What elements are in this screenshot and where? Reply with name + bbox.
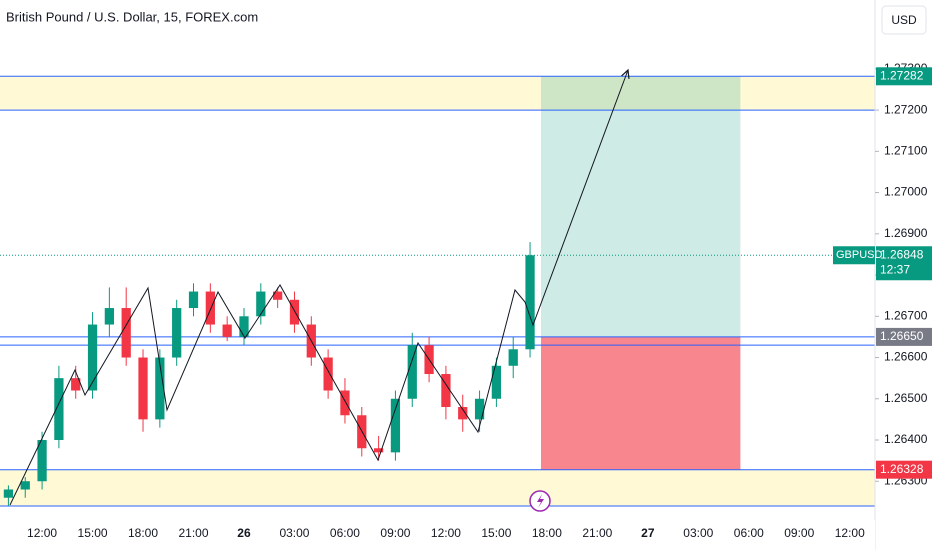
y-tick-label: 1.26500: [884, 391, 928, 405]
symbol-label: GBPUSD: [836, 249, 883, 261]
y-tick-label: 1.26900: [884, 226, 928, 240]
last-price-box: [876, 246, 932, 281]
candle-body: [491, 365, 502, 399]
x-tick-label: 26: [237, 526, 251, 540]
candle-body: [256, 291, 266, 317]
candle-body: [71, 378, 81, 391]
x-tick-label: 12:00: [835, 526, 865, 540]
countdown: 12:37: [880, 262, 910, 276]
target-label: 1.27282: [880, 68, 924, 82]
stop-zone: [540, 336, 741, 470]
x-tick-label: 18:00: [532, 526, 562, 540]
candle-body: [205, 291, 215, 325]
candle-body: [222, 324, 232, 337]
entry-label-box: [876, 327, 932, 346]
x-tick-label: 03:00: [683, 526, 713, 540]
y-tick-label: 1.26600: [884, 350, 928, 364]
x-tick-label: 06:00: [330, 526, 360, 540]
candle-body: [172, 308, 182, 358]
x-tick-label: 15:00: [481, 526, 511, 540]
entry-label: 1.26650: [880, 329, 924, 343]
x-tick-label: 09:00: [784, 526, 814, 540]
candle-body: [104, 308, 115, 325]
candle-body: [525, 255, 535, 350]
zigzag-drawing: [9, 70, 628, 506]
candle-body: [458, 407, 468, 420]
y-tick-label: 1.26700: [884, 308, 928, 322]
candle-body: [155, 357, 165, 420]
candle-body: [273, 291, 283, 300]
x-tick-label: 12:00: [27, 526, 57, 540]
candle-body: [289, 299, 300, 325]
y-tick-label: 1.27200: [884, 102, 928, 116]
candle-body: [441, 374, 451, 408]
candle-body: [20, 481, 30, 490]
candle-body: [407, 345, 417, 399]
time-axis: [0, 520, 875, 550]
x-tick-label: 27: [641, 526, 655, 540]
x-tick-label: 18:00: [128, 526, 158, 540]
candle-body: [3, 489, 14, 498]
symbol-box: [833, 246, 875, 265]
y-tick-label: 1.27100: [884, 144, 928, 158]
candle-body: [390, 398, 401, 453]
currency[interactable]: USD: [891, 13, 917, 27]
x-tick-label: 06:00: [734, 526, 764, 540]
y-tick-label: 1.26400: [884, 432, 928, 446]
x-tick-label: 21:00: [582, 526, 612, 540]
candle-body: [37, 440, 47, 482]
candle-body: [340, 390, 350, 416]
x-tick-label: 21:00: [178, 526, 208, 540]
stop-label-box: [876, 460, 932, 479]
profit-zone: [540, 76, 741, 337]
candle-body: [87, 324, 98, 391]
x-tick-label: 09:00: [380, 526, 410, 540]
x-tick-label: 03:00: [279, 526, 309, 540]
candle-body: [121, 308, 131, 358]
candle-body: [474, 398, 485, 420]
candle-body: [508, 349, 518, 366]
y-tick-label: 1.27000: [884, 185, 928, 199]
candle-body: [373, 448, 384, 453]
candle-body: [323, 357, 333, 391]
target-label-box: [876, 67, 932, 86]
candle-body: [54, 378, 64, 440]
chart-title: British Pound / U.S. Dollar, 15, FOREX.c…: [6, 9, 258, 24]
candle-body: [188, 291, 199, 309]
candle-body: [138, 357, 148, 420]
x-tick-label: 12:00: [431, 526, 461, 540]
x-tick-label: 15:00: [78, 526, 108, 540]
lightning: [537, 494, 544, 508]
zone: [0, 469, 875, 506]
last-price-label: 1.26848: [880, 247, 924, 261]
currency-button[interactable]: [881, 5, 927, 35]
zone: [0, 76, 875, 111]
stop-label: 1.26328: [880, 462, 924, 476]
candle-body: [239, 316, 249, 337]
